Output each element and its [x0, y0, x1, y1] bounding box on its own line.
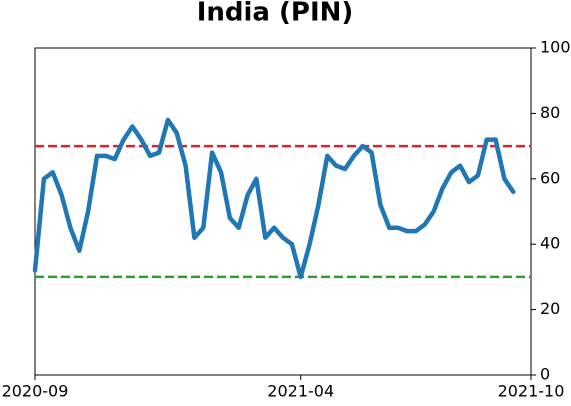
x-tick-label: 2021-10: [498, 382, 565, 401]
x-tick-label: 2021-04: [267, 382, 334, 401]
y-tick-label: 40: [540, 234, 560, 253]
y-tick-label: 60: [540, 168, 560, 187]
y-tick-label: 0: [540, 365, 550, 384]
data-line: [32, 117, 516, 280]
x-tick-label: 2020-09: [2, 382, 69, 401]
y-tick-label: 100: [540, 38, 571, 57]
y-tick-label: 80: [540, 103, 560, 122]
chart-title: India (PIN): [197, 0, 354, 28]
y-tick-label: 20: [540, 299, 560, 318]
plot-frame: [34, 47, 532, 376]
